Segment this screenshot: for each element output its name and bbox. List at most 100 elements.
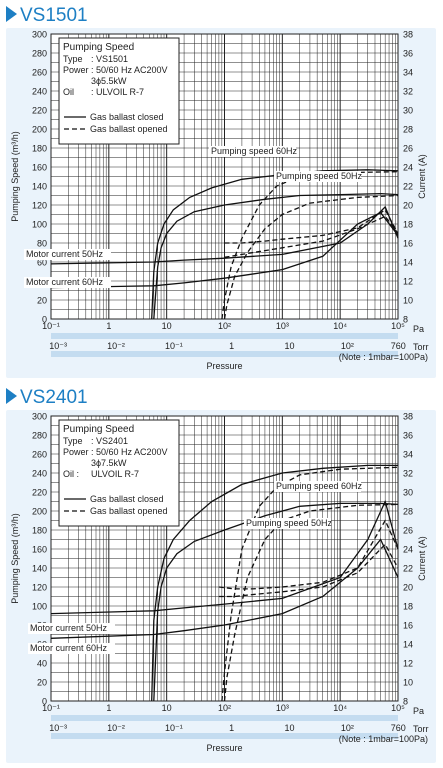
y2-tick-label: 16 bbox=[403, 621, 413, 631]
y2-tick-label: 18 bbox=[403, 220, 413, 230]
y-tick-label: 240 bbox=[32, 87, 47, 97]
series-line-mc60-closed bbox=[50, 538, 399, 639]
chart-vs1501: VS1501 020406080100120140160180200220240… bbox=[0, 0, 443, 380]
arrow-right-icon bbox=[6, 6, 17, 22]
y2-tick-label: 10 bbox=[403, 678, 413, 688]
pa-band bbox=[51, 715, 398, 721]
y2-tick-label: 10 bbox=[403, 296, 413, 306]
annotation-label: Motor current 50Hz bbox=[30, 623, 108, 633]
y-tick-label: 120 bbox=[32, 201, 47, 211]
y-tick-label: 100 bbox=[32, 220, 47, 230]
annotation-label: Motor current 60Hz bbox=[30, 643, 108, 653]
y2-tick-label: 14 bbox=[403, 258, 413, 268]
y2-tick-label: 8 bbox=[403, 697, 408, 707]
legend-value: : ULVOIL R-7 bbox=[91, 87, 144, 97]
y2-tick-label: 38 bbox=[403, 30, 413, 40]
y2-tick-label: 24 bbox=[403, 163, 413, 173]
legend-key: Power bbox=[63, 65, 89, 75]
legend-key: Type bbox=[63, 54, 83, 64]
x-tick-label: 10² bbox=[218, 703, 231, 713]
y-tick-label: 220 bbox=[32, 106, 47, 116]
torr-tick-label: 10⁻³ bbox=[49, 341, 67, 351]
y-tick-label: 140 bbox=[32, 182, 47, 192]
annotation-bg bbox=[28, 623, 115, 634]
annotation-bg bbox=[274, 481, 361, 492]
pa-band bbox=[51, 333, 398, 339]
y2-tick-label: 18 bbox=[403, 602, 413, 612]
legend-value: : VS1501 bbox=[91, 54, 128, 64]
legend-label-closed: Gas ballast closed bbox=[90, 112, 164, 122]
y2-tick-label: 28 bbox=[403, 125, 413, 135]
chart-svg: 0204060801001201401601802002202402602803… bbox=[10, 412, 429, 754]
y2-tick-label: 12 bbox=[403, 277, 413, 287]
x-tick-label: 10⁴ bbox=[333, 321, 347, 331]
series-line-ps60-closed bbox=[151, 169, 399, 320]
chart-title-text: VS1501 bbox=[20, 5, 88, 26]
series-line-ps50-opened bbox=[223, 194, 399, 320]
chart-svg: 0204060801001201401601802002202402602803… bbox=[10, 30, 429, 372]
y2-axis-label: Current (A) bbox=[417, 536, 427, 581]
y-tick-label: 240 bbox=[32, 469, 47, 479]
series-line-mc50-closed bbox=[50, 499, 399, 615]
y2-tick-label: 20 bbox=[403, 583, 413, 593]
annotation-bg bbox=[24, 277, 111, 288]
y-tick-label: 180 bbox=[32, 144, 47, 154]
annotation-label: Pumping speed 60Hz bbox=[211, 146, 298, 156]
y-tick-label: 80 bbox=[37, 239, 47, 249]
unit-note: (Note : 1mbar=100Pa) bbox=[339, 352, 428, 362]
torr-tick-label: 760 bbox=[391, 723, 406, 733]
y2-tick-label: 36 bbox=[403, 431, 413, 441]
legend-key: Oil bbox=[63, 87, 74, 97]
x-unit-label: Pa bbox=[413, 324, 424, 334]
torr-band bbox=[51, 733, 398, 739]
torr-tick-label: 10 bbox=[284, 341, 294, 351]
legend-value: : VS2401 bbox=[91, 436, 128, 446]
y2-tick-label: 16 bbox=[403, 239, 413, 249]
y2-tick-label: 24 bbox=[403, 545, 413, 555]
torr-tick-label: 10² bbox=[341, 341, 354, 351]
torr-tick-label: 1 bbox=[229, 723, 234, 733]
series-line-mc60-closed bbox=[50, 211, 399, 289]
y-tick-label: 20 bbox=[37, 296, 47, 306]
y2-tick-label: 12 bbox=[403, 659, 413, 669]
annotation-label: Pumping speed 50Hz bbox=[246, 518, 333, 528]
x-tick-label: 10⁴ bbox=[333, 703, 347, 713]
y-tick-label: 300 bbox=[32, 30, 47, 40]
legend-value: 3ϕ7.5kW bbox=[91, 458, 127, 468]
y-tick-label: 0 bbox=[42, 697, 47, 707]
y2-tick-label: 34 bbox=[403, 68, 413, 78]
series-line-mc60-opened bbox=[224, 215, 399, 258]
legend-value: ULVOIL R-7 bbox=[91, 469, 139, 479]
y2-tick-label: 14 bbox=[403, 640, 413, 650]
annotation-bg bbox=[209, 146, 296, 157]
legend-label-closed: Gas ballast closed bbox=[90, 494, 164, 504]
y2-tick-label: 26 bbox=[403, 144, 413, 154]
series-line-ps50-closed bbox=[153, 192, 399, 320]
series-line-ps50-closed bbox=[153, 502, 399, 702]
y-tick-label: 0 bbox=[42, 315, 47, 325]
y2-tick-label: 36 bbox=[403, 49, 413, 59]
legend-value: : 50/60 Hz AC200V bbox=[91, 65, 168, 75]
annotation-bg bbox=[24, 249, 111, 260]
y-tick-label: 300 bbox=[32, 412, 47, 422]
x-tick-label: 1 bbox=[106, 321, 111, 331]
annotation-bg bbox=[28, 643, 115, 654]
legend-box bbox=[58, 37, 180, 145]
y-tick-label: 180 bbox=[32, 526, 47, 536]
series-line-mc60-opened bbox=[218, 543, 399, 598]
legend-value: : 50/60 Hz AC200V bbox=[91, 447, 168, 457]
torr-tick-label: 1 bbox=[229, 341, 234, 351]
x-unit-label: Pa bbox=[413, 706, 424, 716]
y2-tick-label: 22 bbox=[403, 182, 413, 192]
torr-tick-label: 10⁻³ bbox=[49, 723, 67, 733]
y2-tick-label: 8 bbox=[403, 315, 408, 325]
torr-unit-label: Torr bbox=[413, 724, 429, 734]
y-tick-label: 280 bbox=[32, 431, 47, 441]
x-tick-label: 10⁻¹ bbox=[42, 703, 60, 713]
legend-key: Power bbox=[63, 447, 89, 457]
x-tick-label: 10³ bbox=[276, 703, 289, 713]
y2-tick-label: 32 bbox=[403, 87, 413, 97]
y-tick-label: 260 bbox=[32, 450, 47, 460]
y-tick-label: 200 bbox=[32, 125, 47, 135]
y2-tick-label: 22 bbox=[403, 564, 413, 574]
